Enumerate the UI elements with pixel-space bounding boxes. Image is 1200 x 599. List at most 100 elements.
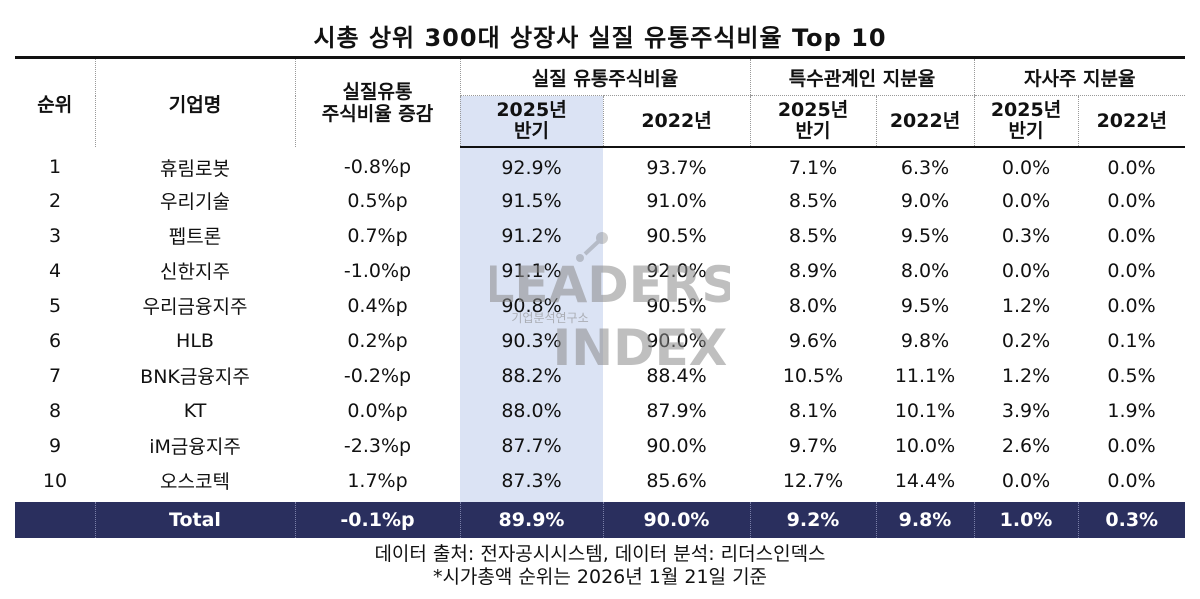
cell-related-2022: 9.5% [900,224,950,247]
cell-change: 0.5%p [347,189,408,212]
cell-treasury-2025: 0.0% [1001,156,1051,179]
cell-change: 0.0%p [347,399,408,422]
cell-float-2022: 92.0% [646,259,707,282]
cell-treasury-2022: 0.0% [1107,156,1156,179]
cell-rank: 7 [48,364,62,387]
cell-related-2025: 8.5% [788,189,838,212]
table-row: 7 BNK금융지주 -0.2%p 88.2% 88.4% 10.5% 11.1% 1.2% 0.… [15,358,1185,393]
cell-rank: 4 [48,259,62,282]
cell-float-2022: 93.7% [646,156,707,179]
cell-change: -0.2%p [343,364,412,387]
cell-related-2025: 8.5% [788,224,838,247]
table-body: 1 휴림로봇 -0.8%p 92.9% 93.7% 7.1% 6.3% 0.0% 0.0% 2 우리… [15,147,1185,502]
header-related-2022: 2022년 [875,95,974,148]
cell-rank: 1 [48,156,62,178]
data-table: 순위 기업명 실질유통 주식비율 증감 실질 유통주식비율 특수관계인 지분율 … [15,56,1185,538]
table-row: 8 KT 0.0%p 88.0% 87.9% 8.1% 10.1% 3.9% 1.9% [15,393,1185,428]
cell-related-2022: 8.0% [900,259,950,282]
cell-related-2022: 10.1% [894,399,956,422]
cell-company: BNK금융지주 [140,366,250,388]
cell-company: 우리금융지주 [142,296,248,318]
table-row: 6 HLB 0.2%p 90.3% 90.0% 9.6% 9.8% 0.2% 0.1% [15,323,1185,358]
cell-treasury-2025: 1.2% [1001,294,1051,317]
cell-rank: 5 [48,294,62,317]
cell-company: 휴림로봇 [160,157,230,180]
cell-float-2022: 90.0% [646,434,707,457]
cell-float-2022: 88.4% [646,364,707,387]
table-row: 4 신한지주 -1.0%p 91.1% 92.0% 8.9% 8.0% 0.0% 0.0% [15,253,1185,288]
cell-treasury-2025: 0.0% [1001,469,1051,492]
cell-float-2025: 91.5% [460,183,603,218]
cell-treasury-2025: 0.2% [1001,329,1051,352]
total-float-2025: 89.9% [459,502,603,538]
header-float-2022: 2022년 [602,95,750,148]
total-related-2025: 9.2% [749,502,876,538]
cell-float-2025: 88.0% [460,393,603,428]
cell-rank: 6 [48,329,62,352]
cell-treasury-2022: 0.5% [1107,364,1156,387]
cell-float-2025: 92.9% [460,147,603,183]
cell-float-2025: 90.3% [460,323,603,358]
cell-treasury-2022: 0.0% [1107,259,1156,282]
data-table-container: 순위 기업명 실질유통 주식비율 증감 실질 유통주식비율 특수관계인 지분율 … [15,56,1185,538]
cell-float-2025: 88.2% [460,358,603,393]
cell-related-2025: 10.5% [782,364,844,387]
table-row: 3 펩트론 0.7%p 91.2% 90.5% 8.5% 9.5% 0.3% 0.0% [15,218,1185,253]
cell-change: 0.2%p [347,329,408,352]
cell-float-2025: 87.7% [460,428,603,463]
cell-related-2025: 8.1% [788,399,838,422]
header-group-treasury: 자사주 지분율 [973,56,1185,96]
cell-float-2025: 91.2% [460,218,603,253]
cell-related-2022: 10.0% [894,434,956,457]
cell-float-2022: 87.9% [646,399,707,422]
header-treasury-2022: 2022년 [1077,95,1185,148]
cell-company: 신한지주 [160,261,230,283]
header-change-text: 실질유통 주식비율 증감 [321,81,434,125]
header-float-2025: 2025년 반기 [459,95,603,148]
cell-treasury-2025: 0.0% [1001,189,1051,212]
table-row: 9 iM금융지주 -2.3%p 87.7% 90.0% 9.7% 10.0% 2.6% 0.0% [15,428,1185,463]
header-treasury-2025: 2025년 반기 [973,95,1078,148]
cell-float-2025: 91.1% [460,253,603,288]
cell-treasury-2025: 0.3% [1001,224,1051,247]
cell-float-2022: 85.6% [646,469,707,492]
total-treasury-2025: 1.0% [973,502,1078,538]
cell-change: -2.3%p [343,434,412,457]
cell-change: 0.4%p [347,294,408,317]
cell-rank: 8 [48,399,62,422]
cell-company: iM금융지주 [149,436,241,458]
cell-float-2022: 90.5% [646,224,707,247]
total-rank-cell [15,502,95,538]
cell-float-2022: 90.5% [646,294,707,317]
total-treasury-2022: 0.3% [1077,502,1185,538]
cell-float-2025: 90.8% [460,288,603,323]
cell-float-2022: 91.0% [646,189,707,212]
cell-rank: 10 [42,469,68,492]
cell-float-2022: 90.0% [646,329,707,352]
header-float-2025-text: 2025년 반기 [496,99,567,142]
cell-related-2025: 9.7% [788,434,838,457]
header-company: 기업명 [94,56,295,147]
cell-rank: 9 [48,434,62,457]
cell-rank: 2 [48,189,62,212]
total-related-2022: 9.8% [875,502,974,538]
total-change: -0.1%p [294,502,460,538]
header-related-2025: 2025년 반기 [749,95,876,148]
cell-company: 우리기술 [160,191,230,213]
cell-treasury-2025: 2.6% [1001,434,1051,457]
cell-related-2022: 9.0% [900,189,950,212]
cell-related-2022: 9.5% [900,294,950,317]
cell-change: 1.7%p [347,469,408,492]
cell-related-2025: 12.7% [782,469,844,492]
cell-treasury-2022: 0.0% [1107,434,1156,457]
header-change: 실질유통 주식비율 증감 [294,56,460,147]
cell-company: HLB [176,329,214,352]
cell-treasury-2022: 0.0% [1107,189,1156,212]
cell-related-2025: 8.0% [788,294,838,317]
header-group-float: 실질 유통주식비율 [459,56,750,96]
table-row: 10 오스코텍 1.7%p 87.3% 85.6% 12.7% 14.4% 0.0% 0.0% [15,463,1185,502]
header-treasury-2025-text: 2025년 반기 [990,99,1062,142]
header-rank: 순위 [15,56,95,147]
cell-company: KT [183,399,207,422]
total-label: Total [94,502,295,538]
